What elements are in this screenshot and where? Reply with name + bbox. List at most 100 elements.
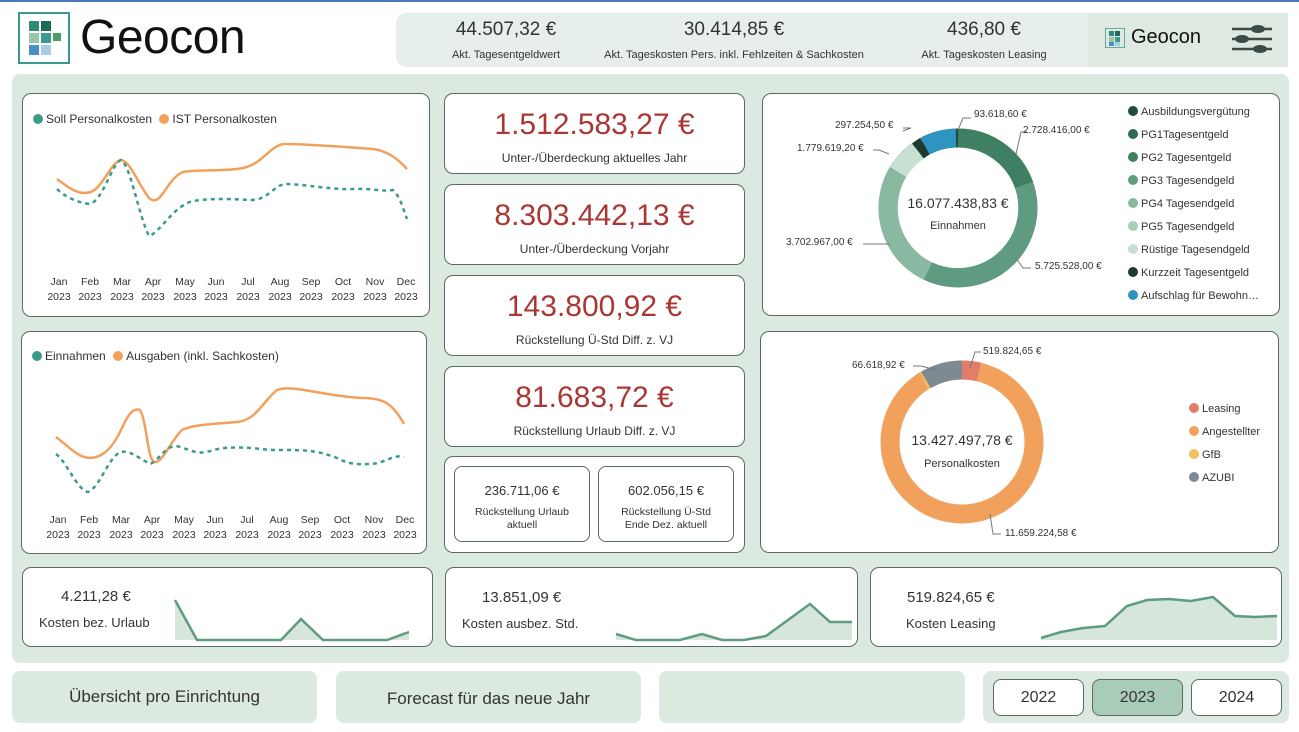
- brand-text: Geocon: [1131, 26, 1202, 48]
- legend-item[interactable]: PG5 Tagesendgeld: [1128, 221, 1234, 233]
- legend-item[interactable]: GfB: [1189, 449, 1221, 461]
- spark-label: Kosten bez. Urlaub: [39, 615, 150, 630]
- donut-label: 1.779.619,20 €: [797, 143, 864, 154]
- legend-label: IST Personalkosten: [172, 112, 277, 126]
- x-axis-label: Mar 2023: [110, 276, 134, 303]
- personalkosten-donut-chart: [880, 351, 1044, 535]
- card-value: 602.056,15 €: [628, 483, 704, 498]
- donut-center-label: Personalkosten: [924, 458, 1000, 470]
- spark-label: Kosten ausbez. Std.: [462, 616, 579, 631]
- legend-item[interactable]: Aufschlag für Bewohn…: [1128, 290, 1259, 302]
- x-axis-label: Aug 2023: [267, 514, 291, 541]
- x-axis-label: Feb 2023: [77, 514, 101, 541]
- x-axis-label: Nov 2023: [363, 276, 387, 303]
- x-axis-label: Oct 2023: [331, 276, 355, 303]
- donut-label: 66.618,92 €: [852, 360, 905, 371]
- filter-sliders-icon[interactable]: [1230, 23, 1274, 55]
- legend-label: Einnahmen: [45, 349, 106, 363]
- card-ueberdeckung-aktuell: 1.512.583,27 € Unter-/Überdeckung aktuel…: [444, 93, 745, 174]
- donut-center-value: 16.077.438,83 €: [907, 195, 1009, 211]
- x-axis-label: Dec 2023: [393, 514, 417, 541]
- x-axis-label: Apr 2023: [140, 514, 164, 541]
- donut-label: 519.824,65 €: [983, 346, 1042, 357]
- ist-personalkosten-line: [56, 142, 408, 202]
- card-rueckstellung-ueberstunden-aktuell: 602.056,15 € Rückstellung Ü-Std Ende Dez.…: [598, 466, 734, 542]
- donut-segment: [923, 181, 1038, 288]
- kpi-label: Akt. Tageskosten Leasing: [921, 49, 1047, 61]
- einnahmen-donut-card: 93.618,60 € 2.728.416,00 € 297.254,50 € …: [762, 93, 1280, 316]
- spark-value: 4.211,28 €: [61, 588, 131, 605]
- card-value: 1.512.583,27 €: [494, 108, 695, 141]
- year-button-2024[interactable]: 2024: [1191, 679, 1282, 716]
- chart-lines: [56, 142, 409, 238]
- legend-dot: [159, 114, 170, 124]
- donut-segment: [889, 143, 924, 178]
- year-selector: 2022 2023 2024: [983, 671, 1289, 723]
- card-label: Rückstellung Ü-Std Diff. z. VJ: [515, 333, 674, 347]
- kpi-tagesentgeldwert: 44.507,32 € Akt. Tagesentgeldwert: [426, 13, 586, 61]
- sparkline-path: [173, 599, 410, 642]
- donut-segment: [912, 137, 931, 159]
- sparkline-leasing: [1040, 595, 1278, 640]
- x-axis-label: Apr 2023: [141, 276, 165, 303]
- x-axis-label: Sep 2023: [299, 276, 323, 303]
- card-value: 236.711,06 €: [484, 483, 560, 498]
- logo-mark-icon: [18, 12, 70, 64]
- x-axis-label: Dec 2023: [394, 276, 418, 303]
- year-button-2022[interactable]: 2022: [993, 679, 1084, 716]
- spark-card-urlaub: 4.211,28 € Kosten bez. Urlaub: [22, 567, 433, 647]
- nav-forecast-neues-jahr[interactable]: Forecast für das neue Jahr: [336, 671, 641, 723]
- spark-label: Kosten Leasing: [906, 616, 996, 631]
- donut-label: 2.728.416,00 €: [1023, 125, 1090, 136]
- x-axis-label: Jul 2023: [235, 514, 259, 541]
- card-ueberdeckung-vorjahr: 8.303.442,13 € Unter-/Überdeckung Vorjah…: [444, 184, 745, 265]
- kpi-label: Akt. Tagesentgeldwert: [451, 49, 561, 61]
- chart-legend: Soll Personalkosten IST Personalkosten: [33, 112, 277, 126]
- legend-item[interactable]: Rüstige Tagesendgeld: [1128, 244, 1250, 256]
- card-label: Rückstellung Ü-Std Ende Dez. aktuell: [621, 506, 711, 531]
- card-value: 143.800,92 €: [506, 290, 683, 323]
- window-top-border: [0, 0, 1299, 2]
- x-axis-label: May 2023: [172, 514, 196, 541]
- kpi-value: 30.414,85 €: [683, 19, 785, 40]
- legend-item[interactable]: Kurzzeit Tagesentgeld: [1128, 267, 1249, 279]
- year-button-2023[interactable]: 2023: [1092, 679, 1183, 716]
- card-label: Rückstellung Urlaub aktuell: [475, 506, 569, 531]
- spark-card-ausbez-std: 13.851,09 € Kosten ausbez. Std.: [445, 567, 858, 647]
- legend-item[interactable]: Leasing: [1189, 403, 1241, 415]
- x-axis-label: Jun 2023: [203, 514, 227, 541]
- card-rueckstellung-ueberstunden: 143.800,92 € Rückstellung Ü-Std Diff. z.…: [444, 275, 745, 356]
- x-axis-label: Jun 2023: [204, 276, 228, 303]
- legend-dot: [113, 351, 124, 361]
- donut-label: 3.702.967,00 €: [786, 237, 853, 248]
- sparkline-path: [615, 602, 852, 642]
- legend-item[interactable]: Angestellter: [1189, 426, 1260, 438]
- legend-item[interactable]: Ausbildungsvergütung: [1128, 106, 1250, 118]
- card-label: Unter-/Überdeckung aktuelles Jahr: [501, 151, 688, 165]
- chart-lines: [55, 387, 406, 494]
- x-axis-label: Feb 2023: [78, 276, 102, 303]
- legend-label: Ausgaben (inkl. Sachkosten): [126, 349, 279, 363]
- legend-item[interactable]: PG2 Tagesentgeld: [1128, 152, 1231, 164]
- donut-segment: [920, 128, 957, 155]
- donut-segment: [921, 360, 963, 389]
- donut-label: 11.659.224,58 €: [1005, 528, 1077, 539]
- ausgaben-line: [55, 387, 406, 464]
- donut-label: 93.618,60 €: [974, 109, 1027, 120]
- legend-item[interactable]: PG4 Tagesendgeld: [1128, 198, 1234, 210]
- card-value: 81.683,72 €: [515, 381, 674, 414]
- kpi-label: Akt. Tageskosten Pers. inkl. Fehlzeiten …: [604, 49, 864, 61]
- legend-item[interactable]: PG1Tagesentgeld: [1128, 129, 1228, 141]
- card-label: Rückstellung Urlaub Diff. z. VJ: [513, 424, 676, 438]
- logo-text: Geocon: [80, 11, 246, 64]
- nav-uebersicht-pro-einrichtung[interactable]: Übersicht pro Einrichtung: [12, 671, 317, 723]
- nav-empty-button[interactable]: [659, 671, 965, 723]
- card-value: 8.303.442,13 €: [494, 199, 695, 232]
- legend-item[interactable]: AZUBI: [1189, 472, 1234, 484]
- kpi-tageskosten-personal: 30.414,85 € Akt. Tageskosten Pers. inkl.…: [594, 13, 874, 61]
- einnahmen-line: [55, 444, 405, 494]
- personalkosten-donut-card: 519.824,65 € 66.618,92 € 11.659.224,58 €…: [760, 331, 1279, 553]
- legend-item[interactable]: PG3 Tagesendgeld: [1128, 175, 1234, 187]
- einnahmen-donut-chart: [863, 117, 1038, 288]
- sparkline-ausbez-std: [615, 602, 852, 642]
